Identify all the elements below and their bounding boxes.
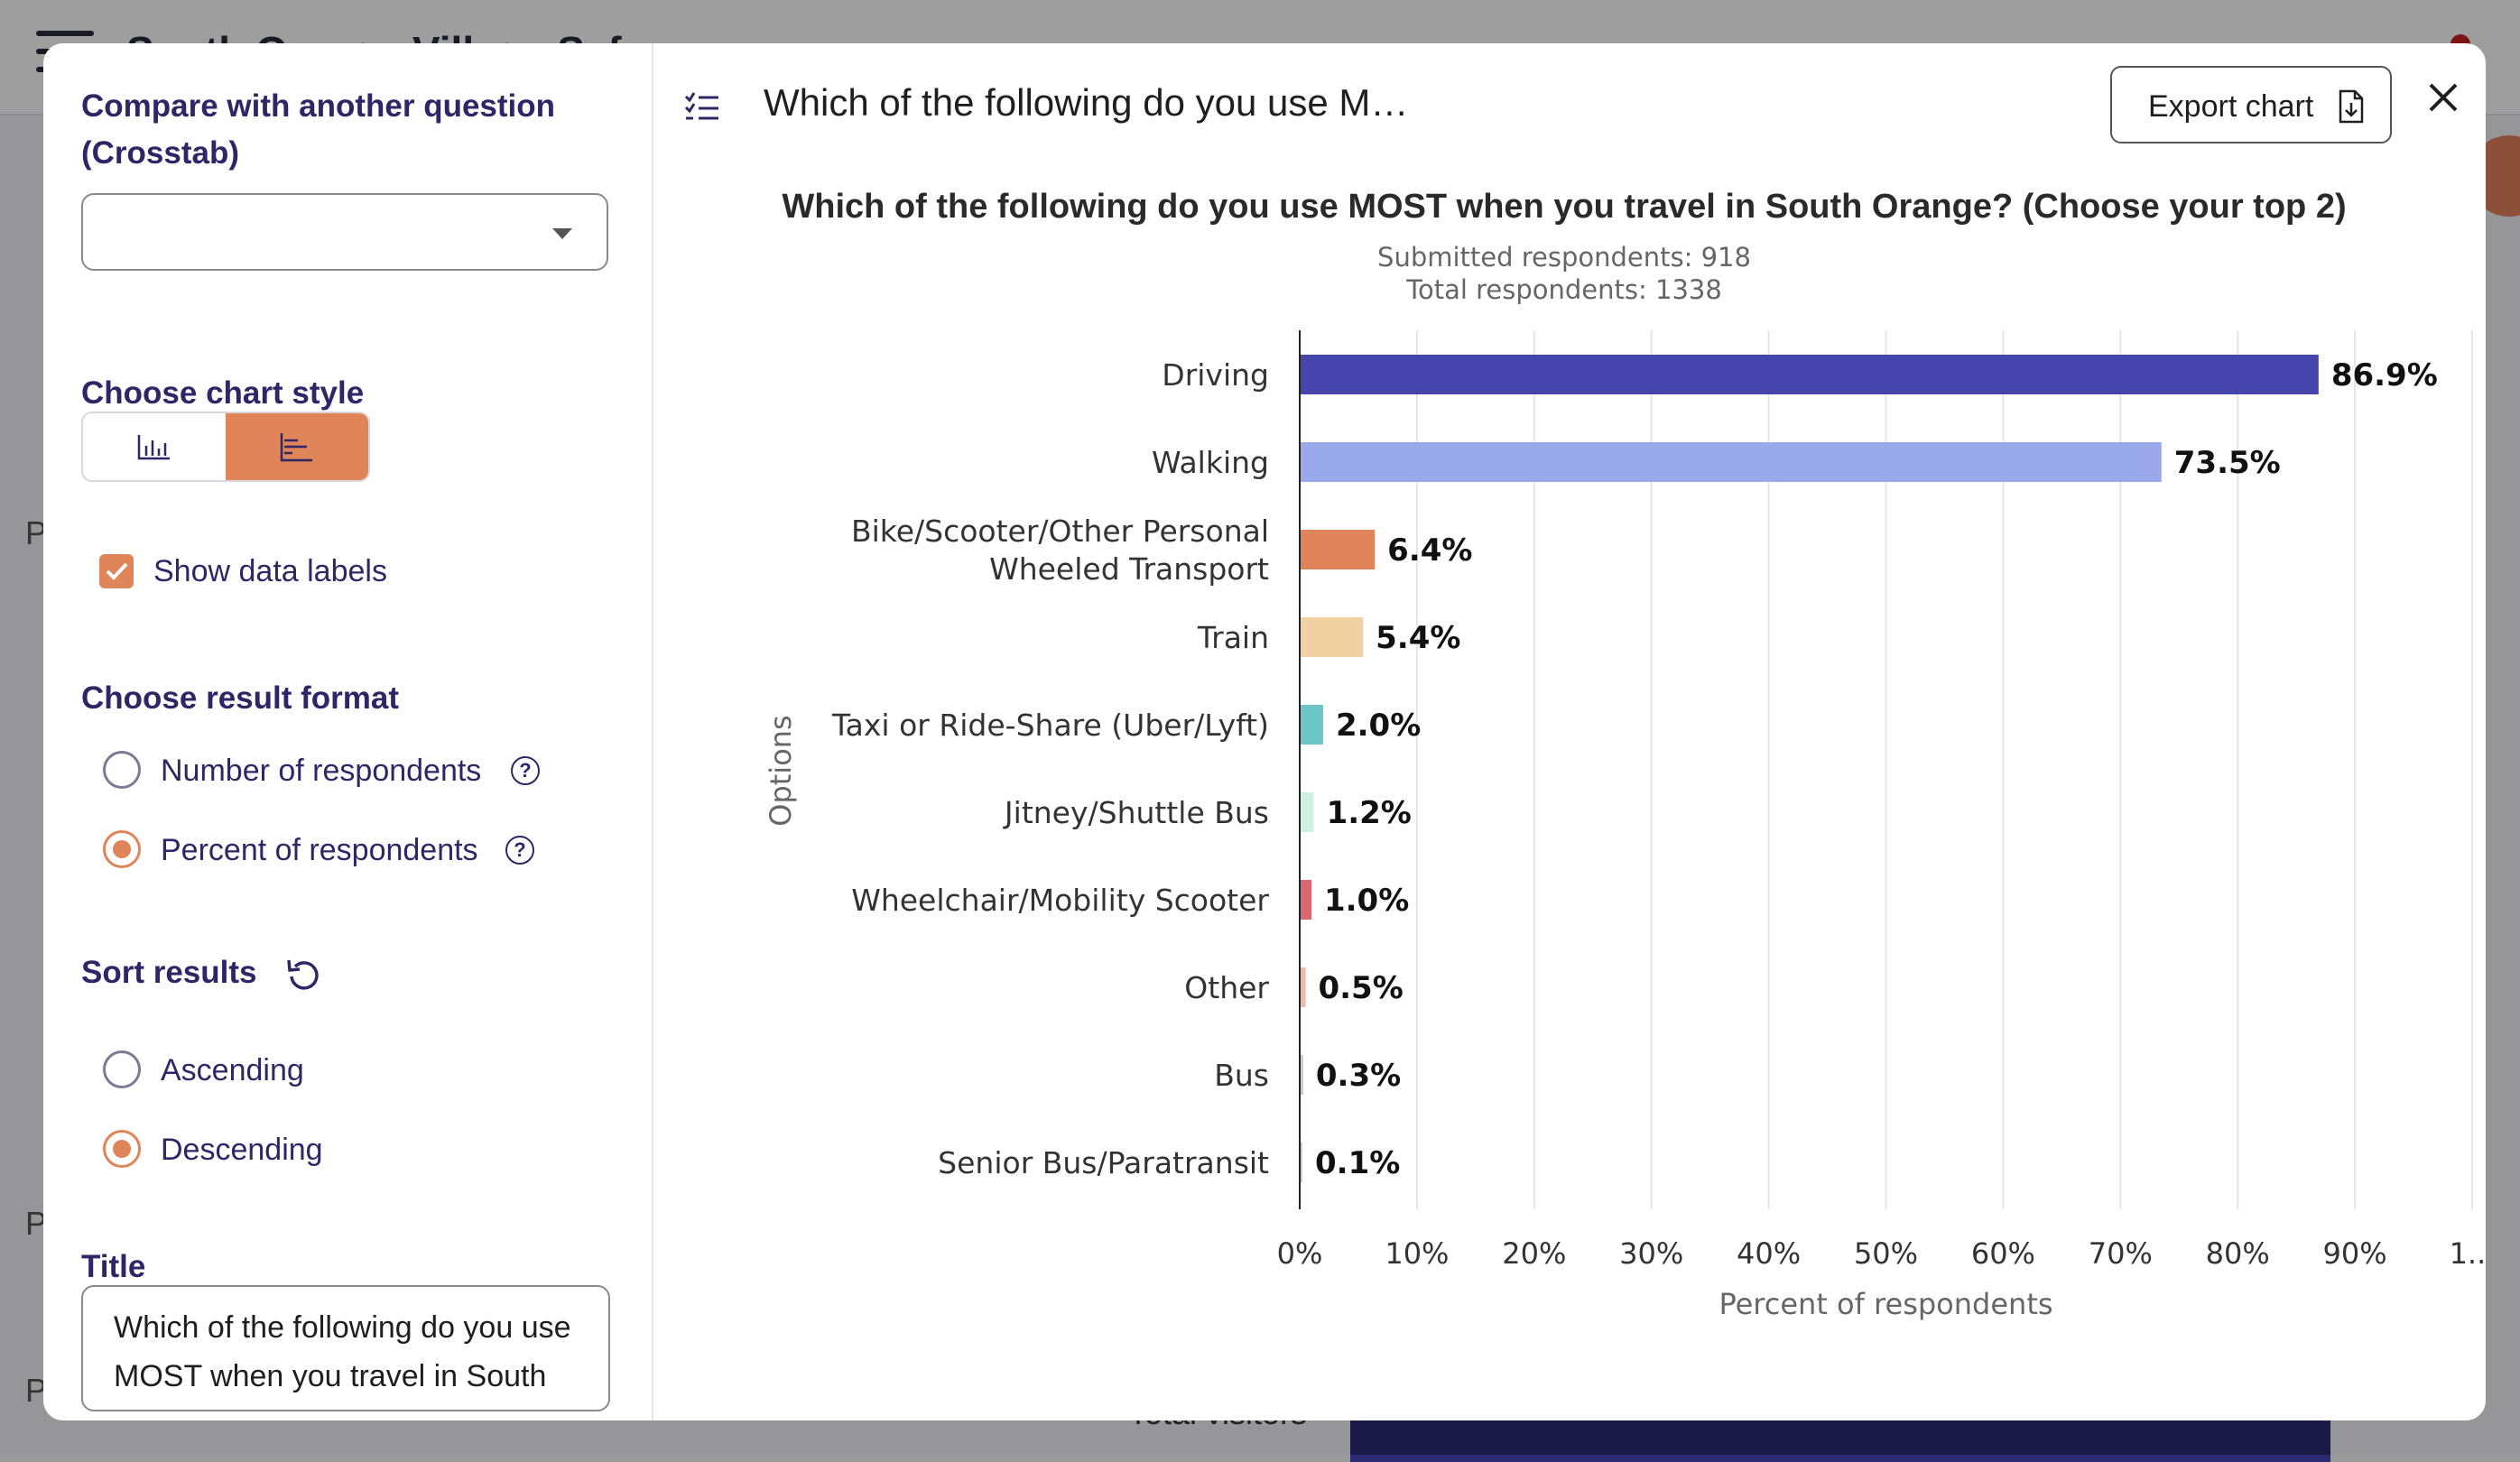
chart-style-title: Choose chart style (81, 375, 365, 411)
chart-subtitle: Submitted respondents: 918 (1377, 242, 1751, 273)
radio-label: Percent of respondents (161, 833, 478, 867)
x-tick-label: 90% (2323, 1236, 2387, 1271)
bar (1300, 617, 1364, 657)
data-label: 0.5% (1318, 970, 1403, 1006)
modal-title: Which of the following do you use M… (764, 81, 1409, 124)
x-tick-label: 80% (2206, 1236, 2270, 1271)
bar (1300, 880, 1311, 920)
bar (1300, 792, 1314, 832)
bar-chart-vertical-icon (137, 435, 170, 460)
export-chart-button[interactable]: Export chart (2110, 66, 2392, 143)
download-file-icon (2339, 89, 2364, 124)
x-tick-label: 0% (1277, 1236, 1323, 1271)
reset-icon[interactable] (283, 957, 323, 996)
radio-ascending[interactable] (103, 1050, 141, 1088)
data-label: 5.4% (1376, 620, 1460, 656)
crosstab-title-line: (Crosstab) (81, 135, 240, 171)
checkmark-icon (106, 562, 128, 580)
bar (1300, 355, 2319, 394)
x-tick-label: 20% (1502, 1236, 1566, 1271)
help-icon[interactable]: ? (511, 756, 540, 785)
category-label: Jitney/Shuttle Bus (1003, 795, 1269, 830)
data-label: 0.3% (1316, 1058, 1401, 1094)
show-data-labels-label: Show data labels (153, 554, 387, 588)
bar-chart: 86.9% Driving 73.5% Walking 6.4% Bike/Scooter… (764, 330, 2486, 1321)
title-field-label: Title (81, 1249, 146, 1284)
horizontal-bar-style-button[interactable] (226, 413, 368, 480)
x-tick-label: 30% (1619, 1236, 1683, 1271)
data-label: 1.2% (1327, 795, 1412, 831)
radio-descending[interactable] (103, 1130, 141, 1168)
bar-chart-horizontal-icon (280, 433, 312, 462)
result-format-title: Choose result format (81, 680, 399, 716)
crosstab-select[interactable] (81, 193, 608, 271)
bar (1300, 1055, 1303, 1095)
radio-label: Descending (161, 1133, 323, 1167)
radio-label: Ascending (161, 1053, 304, 1087)
radio-number-of-respondents[interactable] (103, 751, 141, 789)
x-axis-title: Percent of respondents (1719, 1287, 2052, 1321)
chart-title: Which of the following do you use MOST w… (782, 188, 2347, 226)
checklist-icon (684, 92, 718, 120)
data-label: 86.9% (2331, 357, 2438, 393)
chevron-down-icon (552, 228, 572, 239)
category-label: Bus (1214, 1058, 1269, 1093)
category-label: Wheelchair/Mobility Scooter (851, 883, 1269, 918)
export-chart-label: Export chart (2148, 89, 2314, 124)
x-tick-label: 50% (1854, 1236, 1918, 1271)
category-label: Wheeled Transport (989, 551, 1269, 587)
chart-modal: Compare with another question (Crosstab)… (43, 43, 2486, 1420)
bar (1300, 442, 2162, 482)
x-tick-label: 1... (2450, 1236, 2486, 1271)
chart-subtitle: Total respondents: 1338 (1406, 274, 1722, 305)
category-label: Other (1184, 970, 1269, 1005)
category-label: Train (1197, 620, 1269, 655)
title-textarea[interactable]: Which of the following do you use MOST w… (81, 1285, 610, 1411)
data-label: 6.4% (1387, 532, 1472, 569)
data-label: 73.5% (2174, 445, 2281, 481)
category-label: Bike/Scooter/Other Personal (851, 514, 1269, 549)
data-label: 0.1% (1315, 1145, 1400, 1181)
radio-label: Number of respondents (161, 754, 482, 788)
close-icon[interactable] (2416, 70, 2470, 125)
sort-title: Sort results (81, 955, 257, 990)
bar (1300, 705, 1323, 745)
bar (1300, 967, 1306, 1007)
category-label: Taxi or Ride-Share (Uber/Lyft) (831, 708, 1269, 743)
chart-options-panel: Compare with another question (Crosstab)… (43, 43, 653, 1420)
x-tick-label: 10% (1385, 1236, 1449, 1271)
category-label: Walking (1152, 445, 1269, 480)
category-label: Driving (1162, 357, 1269, 393)
category-label: Senior Bus/Paratransit (938, 1145, 1269, 1180)
data-label: 2.0% (1336, 708, 1421, 744)
help-icon[interactable]: ? (505, 836, 534, 865)
crosstab-title-line: Compare with another question (81, 88, 556, 124)
chart-panel: Which of the following do you use M… Exp… (653, 43, 2486, 1420)
x-tick-label: 40% (1737, 1236, 1801, 1271)
data-label: 1.0% (1324, 883, 1409, 919)
show-data-labels-checkbox[interactable] (99, 554, 134, 588)
chart-style-toggle (81, 412, 370, 482)
radio-percent-of-respondents[interactable] (103, 830, 141, 868)
bar (1300, 1143, 1302, 1182)
bar (1300, 530, 1376, 569)
crosstab-title: Compare with another question (Crosstab) (81, 83, 555, 177)
vertical-bar-style-button[interactable] (83, 413, 226, 480)
x-tick-label: 60% (1971, 1236, 2035, 1271)
y-axis-title: Options (764, 715, 798, 826)
x-tick-label: 70% (2089, 1236, 2153, 1271)
